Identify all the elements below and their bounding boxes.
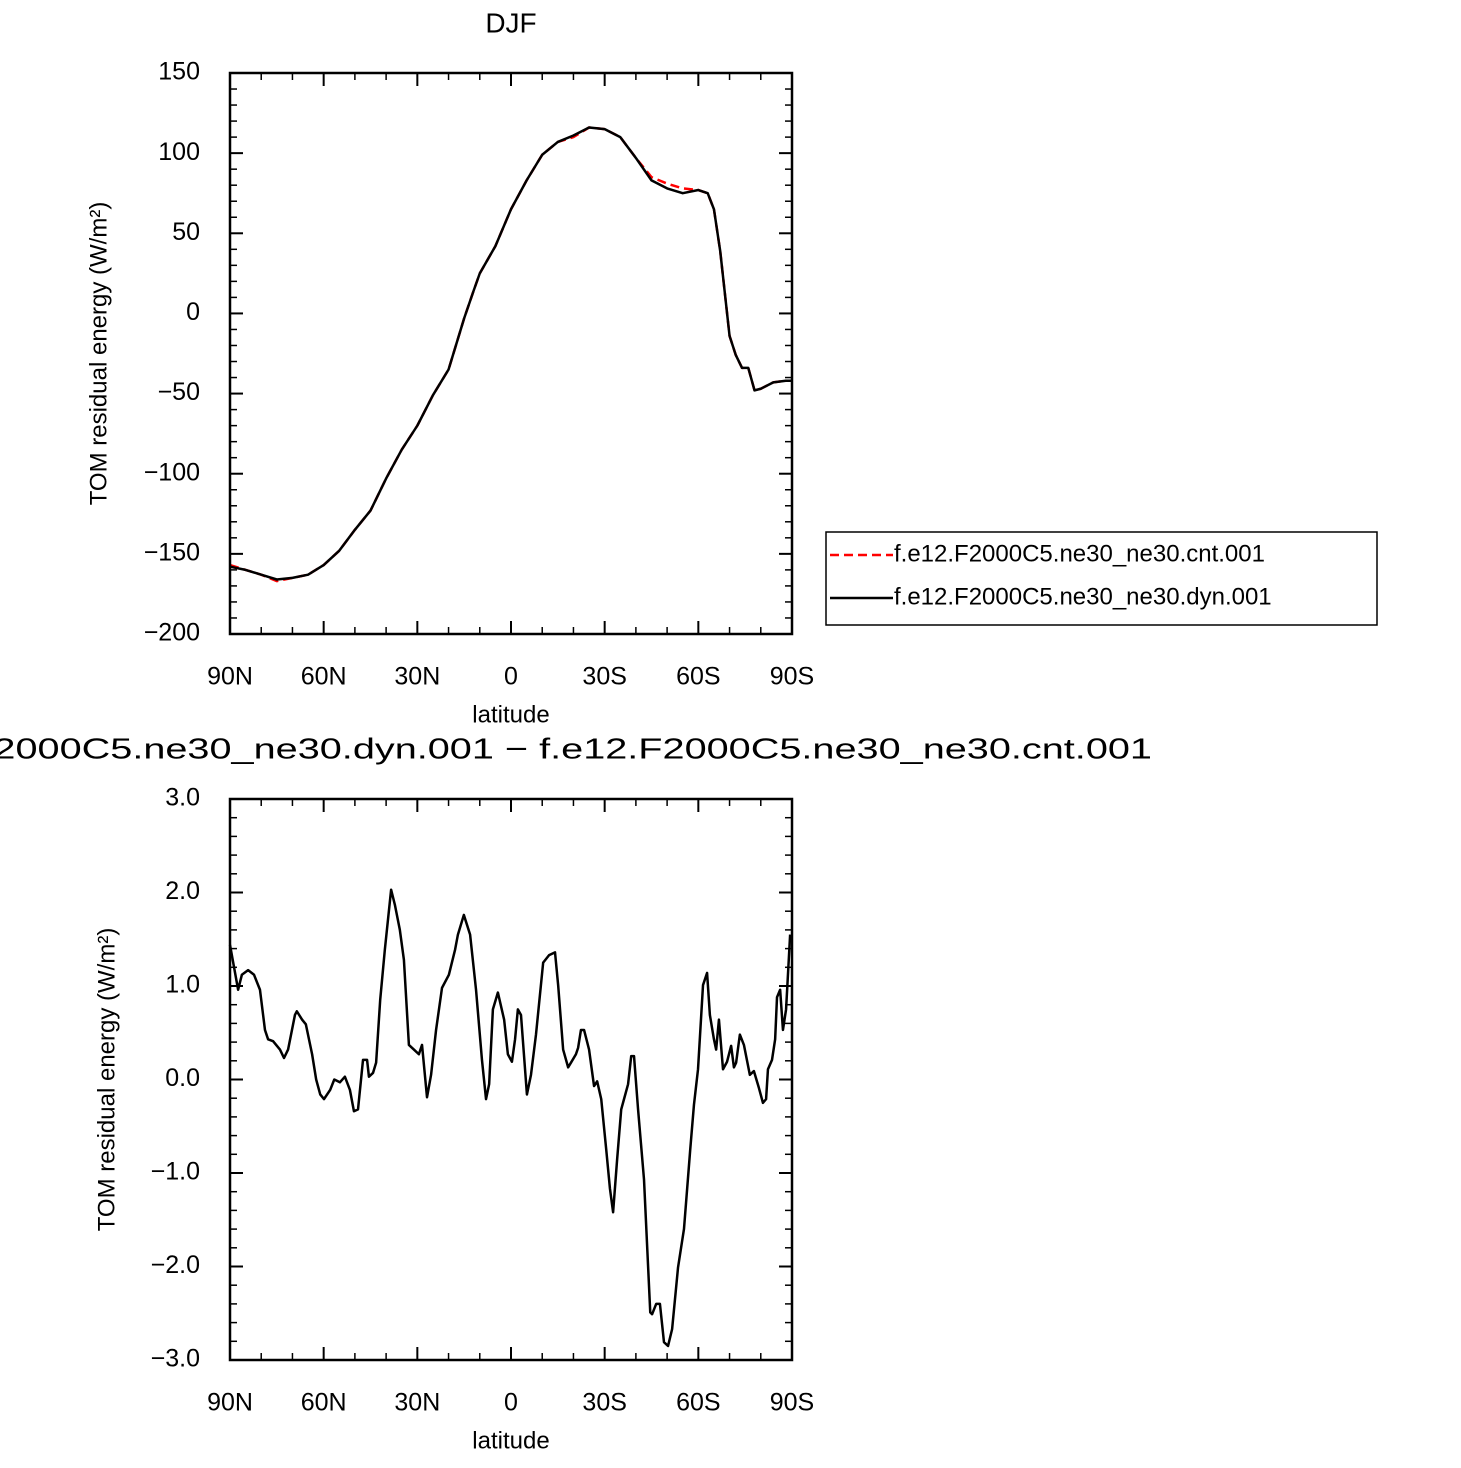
chart-title: f.e12.F2000C5.ne30_ne30.dyn.001 − f.e12.… <box>0 734 1152 766</box>
x-tick-label: 90N <box>207 1389 253 1417</box>
y-tick-label: −100 <box>144 458 200 486</box>
x-axis-label: latitude <box>472 1427 549 1454</box>
y-tick-label: −2.0 <box>151 1251 200 1279</box>
legend-label: f.e12.F2000C5.ne30_ne30.dyn.001 <box>894 583 1272 610</box>
x-tick-label: 30N <box>394 1389 440 1417</box>
y-tick-label: −1.0 <box>151 1158 200 1186</box>
x-tick-label: 30S <box>582 1389 626 1417</box>
y-tick-label: 0.0 <box>165 1064 200 1092</box>
series-line <box>229 126 792 581</box>
x-tick-label: 0 <box>504 1389 518 1417</box>
legend-label: f.e12.F2000C5.ne30_ne30.cnt.001 <box>894 540 1265 567</box>
y-axis-label: TOM residual energy (W/m²) <box>85 202 112 506</box>
chart-title: DJF <box>485 7 536 38</box>
x-tick-label: 90S <box>770 663 814 691</box>
y-tick-label: −150 <box>144 538 200 566</box>
x-tick-label: 60S <box>676 663 720 691</box>
y-tick-label: 100 <box>158 138 200 166</box>
y-tick-label: −200 <box>144 619 200 647</box>
x-tick-label: 0 <box>504 663 518 691</box>
x-tick-label: 60N <box>301 663 347 691</box>
y-tick-label: 150 <box>158 58 200 86</box>
x-tick-label: 60S <box>676 1389 720 1417</box>
legend-box <box>825 531 1378 626</box>
y-tick-label: 1.0 <box>165 971 200 999</box>
x-tick-label: 90S <box>770 1389 814 1417</box>
y-tick-label: 3.0 <box>165 784 200 812</box>
y-tick-label: −3.0 <box>151 1345 200 1373</box>
x-tick-label: 30S <box>582 663 626 691</box>
series-line <box>228 888 792 1348</box>
y-tick-label: 50 <box>172 218 200 246</box>
x-axis-label: latitude <box>472 701 549 728</box>
x-tick-label: 90N <box>207 663 253 691</box>
plot-frame <box>228 797 794 1362</box>
y-axis-label: TOM residual energy (W/m²) <box>93 928 120 1232</box>
x-tick-label: 30N <box>394 663 440 691</box>
plot-frame <box>228 71 794 636</box>
y-tick-label: 2.0 <box>165 877 200 905</box>
y-tick-label: 0 <box>186 298 200 326</box>
x-tick-label: 60N <box>301 1389 347 1417</box>
y-tick-label: −50 <box>158 378 200 406</box>
